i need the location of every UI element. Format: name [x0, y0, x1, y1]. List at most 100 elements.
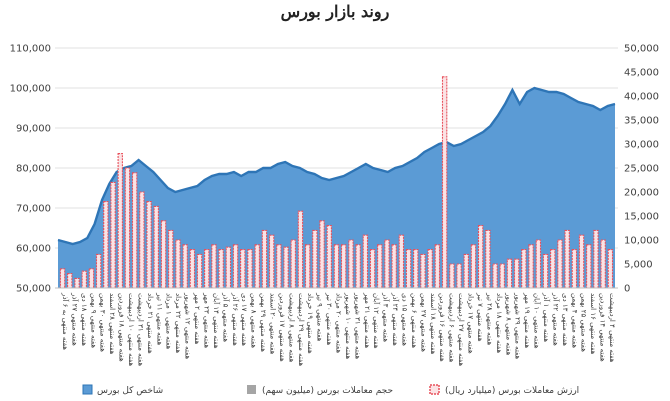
x-tick-label: هفته منتهی ۹ بهمن	[89, 293, 97, 348]
value-bar	[283, 246, 289, 289]
value-bar	[146, 201, 152, 289]
x-tick-label: هفته منتهی ۱۴ فروردین	[599, 293, 607, 362]
value-bar	[74, 277, 80, 289]
x-tick-label: هفته منتهی ۲۸ تیر	[485, 292, 493, 346]
chart-title: روند بازار بورس	[281, 2, 390, 22]
x-tick-label: هفته منتهی ۴ بهمن	[570, 293, 578, 348]
x-tick-label: هفته منتهی ۲۲ مرداد	[174, 293, 182, 353]
value-bar	[326, 225, 332, 289]
x-tick-label: هفته منتهی ۱۰ شهریور	[344, 292, 352, 360]
legend-label-volume: حجم معاملات بورس (میلیون سهم)	[262, 386, 393, 396]
value-bar	[131, 172, 138, 289]
x-tick-label: هفته منتهی ۱۷ خرداد	[467, 293, 475, 354]
x-tick-label: هفته منتهی ۳۰ بهمن	[99, 293, 107, 352]
value-bar	[124, 167, 131, 289]
value-bar	[333, 244, 340, 289]
y-right-tick-label: 25,000	[624, 164, 659, 175]
value-bar	[110, 181, 116, 289]
x-tick-label: هفته منتهی ۴ اردیبهشت	[608, 293, 616, 363]
x-tick-label: هفته منتهی ۸ بهمن	[250, 293, 258, 348]
value-bar	[398, 234, 405, 289]
y-right-tick-label: 15,000	[624, 212, 659, 223]
x-tick-label: هفته منتهی ۱۹ خرداد	[306, 293, 314, 354]
value-bar	[521, 249, 527, 289]
value-bar	[449, 263, 455, 289]
x-tick-label: هفته منتهی ۸ شهریور	[504, 292, 512, 356]
value-bar	[153, 205, 159, 289]
value-bar	[413, 249, 419, 289]
value-bar	[297, 210, 304, 289]
value-bar	[103, 201, 109, 289]
value-bar	[59, 268, 66, 289]
y-left-tick-label: 60,000	[16, 244, 51, 255]
x-tick-label: هفته منتهی ۲۳ مهر	[203, 292, 211, 349]
y-axis-left: 50,000 60,000 70,000 80,000 90,000 100,000 110…	[10, 44, 51, 295]
x-tick-label: هفته منتهی ۱۰ اردیبهشت	[127, 293, 135, 367]
x-tick-label: هفته منتهی ۱۹ مهر	[523, 292, 531, 349]
value-bar	[384, 239, 390, 289]
value-bar	[261, 229, 268, 289]
x-tick-label: هفته منتهی ۳۱ شهریور	[353, 292, 361, 360]
y-right-tick-label: 30,000	[624, 140, 659, 151]
value-bar	[492, 263, 498, 289]
legend-swatch-index	[82, 384, 93, 395]
x-tick-label: هفته منتهی ۱۳ دی	[561, 293, 569, 346]
value-bar	[470, 244, 477, 289]
x-tick-label: هفته منتهی ۲۹ بهمن	[259, 293, 267, 352]
y-right-tick-label: 40,000	[624, 92, 659, 103]
value-bar	[607, 249, 614, 289]
x-tick-label: هفته منتهی ۲ مهر	[193, 292, 201, 345]
value-bar	[528, 244, 534, 289]
x-tick-label: هفته منتهی ۱۰ آبان	[533, 293, 542, 349]
value-bar	[254, 244, 260, 289]
legend-swatch-value	[429, 384, 440, 395]
y-right-tick-label: 50,000	[624, 44, 659, 55]
legend: ارزش معاملات بورس (میلیارد ریال) حجم معا…	[82, 384, 579, 396]
x-tick-label: هفته منتهی ۱ مرداد	[165, 293, 173, 350]
value-bar	[600, 239, 606, 289]
value-bar	[499, 263, 505, 289]
x-tick-label: هفته منتهی ۱۸ دی	[80, 293, 88, 346]
value-bar	[81, 270, 87, 289]
value-bar	[557, 239, 563, 289]
x-tick-label: هفته منتهی ۶ اردیبهشت	[448, 293, 456, 363]
value-bar	[405, 249, 412, 289]
value-bar	[593, 229, 599, 289]
x-tick-label: هفته منتهی ۶ بهمن	[410, 293, 418, 348]
value-bar	[340, 244, 347, 289]
x-tick-label: هفته منتهی ۳۰ تیر	[325, 292, 333, 346]
y-left-tick-label: 70,000	[16, 204, 51, 215]
y-left-tick-label: 80,000	[16, 164, 51, 175]
y-right-tick-label: 0	[624, 284, 630, 295]
x-tick-label: هفته منتهی ۱۴ آبان	[212, 293, 221, 349]
index-area-layer	[57, 86, 616, 288]
value-bar	[578, 234, 585, 289]
value-bar	[506, 258, 513, 289]
x-tick-label: هفته منتهی ۹ تیر	[316, 292, 324, 342]
x-tick-label: هفته منتهی ۲۵ بهمن	[580, 293, 588, 352]
legend-label-value: ارزش معاملات بورس (میلیارد ریال)	[445, 386, 579, 396]
y-right-tick-label: 20,000	[624, 188, 659, 199]
x-tick-label: هفته منتهی ۲۱ مهر	[363, 292, 371, 349]
x-tick-label: هفته منتهی ۱۸ فروردین	[118, 293, 126, 362]
x-tick-label: هفته منتهی ۳ آذر	[382, 292, 391, 342]
value-bar	[348, 239, 354, 289]
x-tick-label: هفته منتهی ۲۷ اردیبهشت	[457, 293, 465, 367]
x-tick-label: هفته منتهی ۲۷ بهمن	[419, 293, 427, 352]
value-bar	[485, 229, 491, 289]
x-tick-label: هفته منتهی ۲۹ شهریور	[514, 292, 522, 360]
value-bar	[204, 249, 210, 289]
legend-label-index: شاخص کل بورس	[97, 386, 163, 396]
value-bar	[240, 249, 246, 289]
value-bar	[477, 225, 484, 289]
value-bar	[369, 249, 376, 289]
y-right-tick-label: 45,000	[624, 68, 659, 79]
y-right-tick-label: 10,000	[624, 236, 659, 247]
value-bar	[268, 234, 275, 289]
x-tick-label: هفته منتهی ۲۰ اسفند	[269, 293, 277, 355]
value-bar	[463, 253, 469, 289]
x-tick-label: هفته منتهی ۲۹ اردیبهشت	[297, 293, 305, 367]
x-tick-label: هفته منتهی ۱۶ اسفند	[589, 293, 597, 355]
